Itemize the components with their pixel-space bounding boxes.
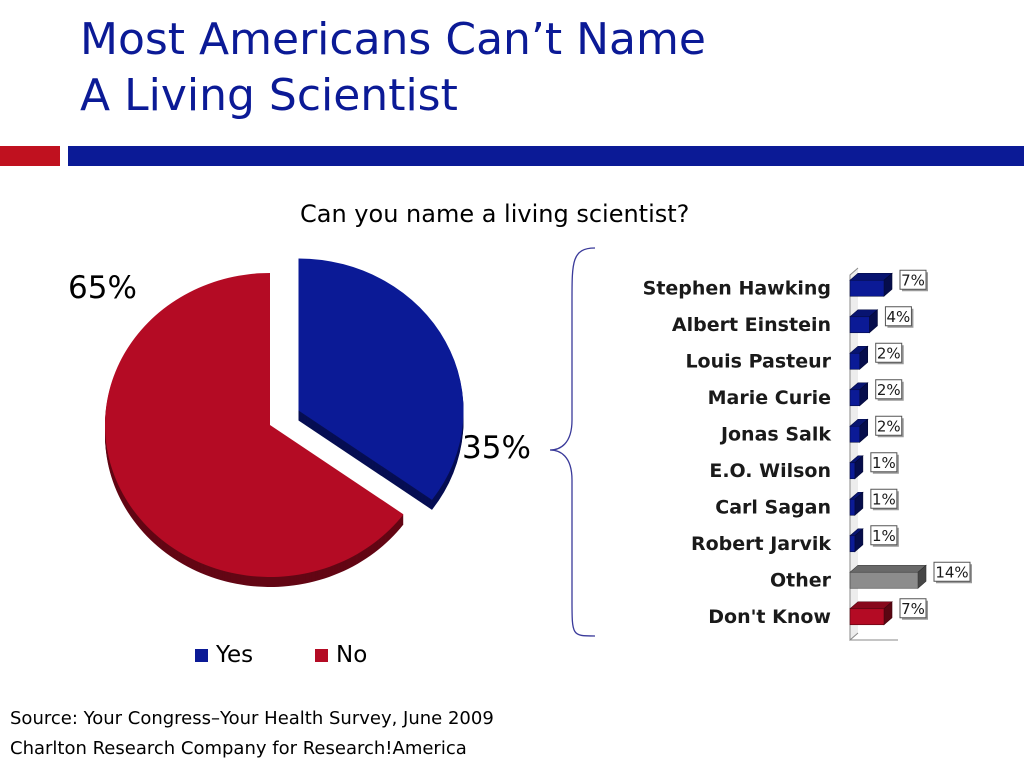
bar-label-albert-einstein: Albert Einstein [672, 314, 831, 336]
pie-chart [105, 258, 464, 587]
slide-title: Most Americans Can’t Name A Living Scien… [80, 12, 706, 124]
svg-text:4%: 4% [887, 308, 911, 326]
bar-albert-einstein [849, 309, 879, 334]
bar-label-carl-sagan: Carl Sagan [715, 496, 831, 518]
legend-item-yes: Yes [195, 642, 253, 668]
title-line-1: Most Americans Can’t Name [80, 14, 706, 65]
bar-marie-curie [849, 382, 869, 407]
bar-don-t-know [849, 601, 893, 626]
bar-value-don-t-know: 7% [899, 598, 928, 620]
bar-value-stephen-hawking: 7% [899, 269, 928, 292]
bar-label-jonas-salk: Jonas Salk [719, 423, 831, 445]
bar-carl-sagan [849, 491, 864, 516]
accent-bar-red [0, 146, 60, 166]
bar-value-other: 14% [933, 561, 972, 584]
pie-slice-yes [298, 258, 464, 510]
bar-label-e-o-wilson: E.O. Wilson [709, 460, 831, 482]
bar-label-robert-jarvik: Robert Jarvik [691, 533, 831, 555]
bar-stephen-hawking [849, 272, 893, 297]
legend-label-no: No [336, 642, 368, 668]
bar-label-louis-pasteur: Louis Pasteur [685, 350, 831, 372]
legend-item-no: No [315, 642, 367, 668]
legend-swatch-no [315, 648, 328, 662]
pie-data-label-yes: 35% [462, 430, 531, 466]
title-line-2: A Living Scientist [80, 70, 458, 121]
pie-slice-no [105, 273, 404, 587]
svg-text:2%: 2% [877, 417, 901, 435]
bar-value-carl-sagan: 1% [870, 488, 899, 511]
legend-label-yes: Yes [216, 642, 254, 668]
bar-value-robert-jarvik: 1% [870, 525, 899, 547]
bar-label-stephen-hawking: Stephen Hawking [643, 277, 831, 299]
source-line-1: Source: Your Congress–Your Health Survey… [10, 708, 494, 729]
bar-louis-pasteur [849, 345, 869, 370]
svg-text:7%: 7% [901, 271, 925, 289]
bar-jonas-salk [849, 418, 869, 443]
svg-text:14%: 14% [935, 563, 968, 581]
bar-value-louis-pasteur: 2% [875, 342, 904, 365]
svg-text:7%: 7% [901, 600, 925, 618]
svg-text:1%: 1% [872, 490, 896, 508]
bar-label-don-t-know: Don't Know [708, 606, 831, 628]
source-line-2: Charlton Research Company for Research!A… [10, 738, 467, 759]
bar-robert-jarvik [849, 528, 864, 553]
svg-text:2%: 2% [877, 381, 901, 399]
source-note: Source: Your Congress–Your Health Survey… [10, 704, 494, 764]
bar-value-marie-curie: 2% [875, 379, 904, 401]
bar-value-jonas-salk: 2% [875, 415, 904, 438]
bar-value-albert-einstein: 4% [884, 306, 914, 328]
svg-text:1%: 1% [872, 454, 896, 472]
svg-text:2%: 2% [877, 344, 901, 362]
bar-other [849, 564, 927, 589]
brace-connector [549, 247, 596, 637]
pie-data-label-no: 65% [68, 270, 137, 306]
bar-value-e-o-wilson: 1% [870, 452, 899, 474]
legend-swatch-yes [195, 648, 208, 662]
bar-e-o-wilson [849, 455, 864, 480]
bar-label-other: Other [770, 569, 832, 591]
svg-text:1%: 1% [872, 527, 896, 545]
accent-bar-blue [68, 146, 1024, 166]
chart-question: Can you name a living scientist? [300, 200, 690, 228]
bar-label-marie-curie: Marie Curie [708, 387, 831, 409]
